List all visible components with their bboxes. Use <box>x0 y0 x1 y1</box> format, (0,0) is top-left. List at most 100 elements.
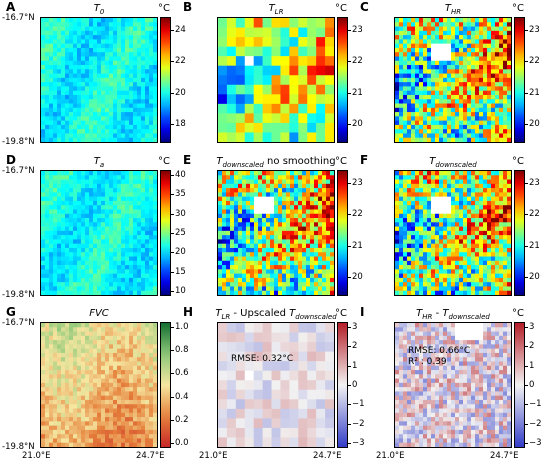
heatmap-cell <box>93 73 98 79</box>
heatmap-cell <box>407 192 412 197</box>
heatmap-cell <box>459 26 464 32</box>
heatmap-cell <box>93 323 98 328</box>
heatmap-cell <box>69 273 74 279</box>
heatmap-cell <box>129 335 134 341</box>
heatmap-cell <box>435 239 440 244</box>
heatmap-cell <box>443 188 448 193</box>
heatmap-cell <box>479 205 484 210</box>
heatmap-cell <box>41 213 46 219</box>
heatmap-cell <box>459 82 464 87</box>
heatmap-cell <box>85 230 90 236</box>
heatmap-cell <box>471 18 476 23</box>
heatmap-cell <box>395 35 400 40</box>
heatmap-cell <box>495 103 500 109</box>
heatmap-cell <box>226 213 231 219</box>
heatmap-cell <box>89 65 94 70</box>
heatmap-cell <box>403 205 408 210</box>
heatmap-cell <box>97 77 102 83</box>
heatmap-cell <box>129 277 134 283</box>
heatmap-cell <box>487 196 492 202</box>
heatmap-cell <box>153 90 157 96</box>
heatmap-cell <box>507 56 511 62</box>
heatmap-cell <box>57 18 62 23</box>
heatmap-cell <box>407 252 412 257</box>
heatmap-cell <box>57 370 62 375</box>
heatmap-cell <box>69 382 74 388</box>
heatmap-cell <box>475 99 480 104</box>
heatmap-cell <box>282 269 287 274</box>
heatmap-cell <box>455 260 460 266</box>
heatmap-cell <box>270 196 275 202</box>
heatmap-cell <box>431 175 436 180</box>
heatmap-cell <box>65 69 70 74</box>
heatmap-cell <box>133 200 138 206</box>
heatmap-cell <box>411 260 416 266</box>
heatmap-cell <box>270 200 275 206</box>
heatmap-cell <box>57 273 62 279</box>
heatmap-cell <box>419 82 424 87</box>
heatmap-cell <box>475 205 480 210</box>
heatmap-cell <box>447 247 452 253</box>
heatmap-cell <box>69 77 74 83</box>
heatmap-cell <box>411 256 416 262</box>
heatmap-cell <box>499 277 504 283</box>
heatmap-cell <box>109 26 114 32</box>
heatmap-cell <box>149 209 154 215</box>
heatmap-cell <box>250 286 255 292</box>
heatmap-cell <box>41 230 46 236</box>
heatmap-cell <box>101 196 106 202</box>
heatmap-cell <box>149 183 154 189</box>
heatmap-cell <box>89 335 94 341</box>
heatmap-cell <box>45 90 50 96</box>
heatmap-cell <box>451 94 456 100</box>
heatmap-cell <box>423 94 428 100</box>
heatmap-cell <box>129 269 134 274</box>
heatmap-cell <box>325 37 334 47</box>
heatmap-cell <box>125 82 130 87</box>
heatmap-cell <box>137 243 142 249</box>
heatmap-cell <box>423 39 428 44</box>
heatmap-cell <box>423 282 428 287</box>
heatmap-cell <box>467 120 472 126</box>
heatmap-cell <box>141 370 146 375</box>
heatmap-cell <box>499 56 504 62</box>
heatmap-cell <box>282 252 287 257</box>
heatmap-cell <box>399 260 404 266</box>
heatmap-cell <box>85 357 90 362</box>
heatmap-cell <box>503 277 508 283</box>
heatmap-cell <box>463 222 468 227</box>
heatmap-cell <box>57 361 62 367</box>
heatmap-cell <box>399 183 404 189</box>
heatmap-cell <box>306 247 311 253</box>
heatmap-cell <box>471 120 476 126</box>
heatmap-cell <box>101 344 106 349</box>
heatmap-cell <box>133 243 138 249</box>
heatmap-cell <box>53 391 58 396</box>
heatmap-cell <box>439 82 444 87</box>
heatmap-cell <box>109 323 114 328</box>
heatmap-cell <box>41 395 46 401</box>
heatmap-cell <box>73 39 78 44</box>
heatmap-cell <box>451 120 456 126</box>
heatmap-cell <box>423 69 428 74</box>
heatmap-cell <box>69 112 74 117</box>
heatmap-cell <box>507 73 511 79</box>
heatmap-cell <box>53 365 58 371</box>
heatmap-cell <box>61 47 66 53</box>
heatmap-cell <box>133 90 138 96</box>
heatmap-cell <box>141 252 146 257</box>
heatmap-cell <box>395 205 400 210</box>
heatmap-cell <box>443 65 448 70</box>
heatmap-cell <box>439 43 444 49</box>
heatmap-cell <box>280 65 290 76</box>
heatmap-cell <box>447 133 452 139</box>
heatmap-cell <box>65 171 70 176</box>
heatmap-cell <box>262 222 267 227</box>
heatmap-cell <box>65 335 70 341</box>
heatmap-cell <box>89 374 94 379</box>
heatmap-cell <box>419 290 424 295</box>
heatmap-cell <box>266 200 271 206</box>
heatmap-cell <box>306 226 311 232</box>
heatmap-cell <box>467 86 472 91</box>
heatmap-cell <box>109 171 114 176</box>
